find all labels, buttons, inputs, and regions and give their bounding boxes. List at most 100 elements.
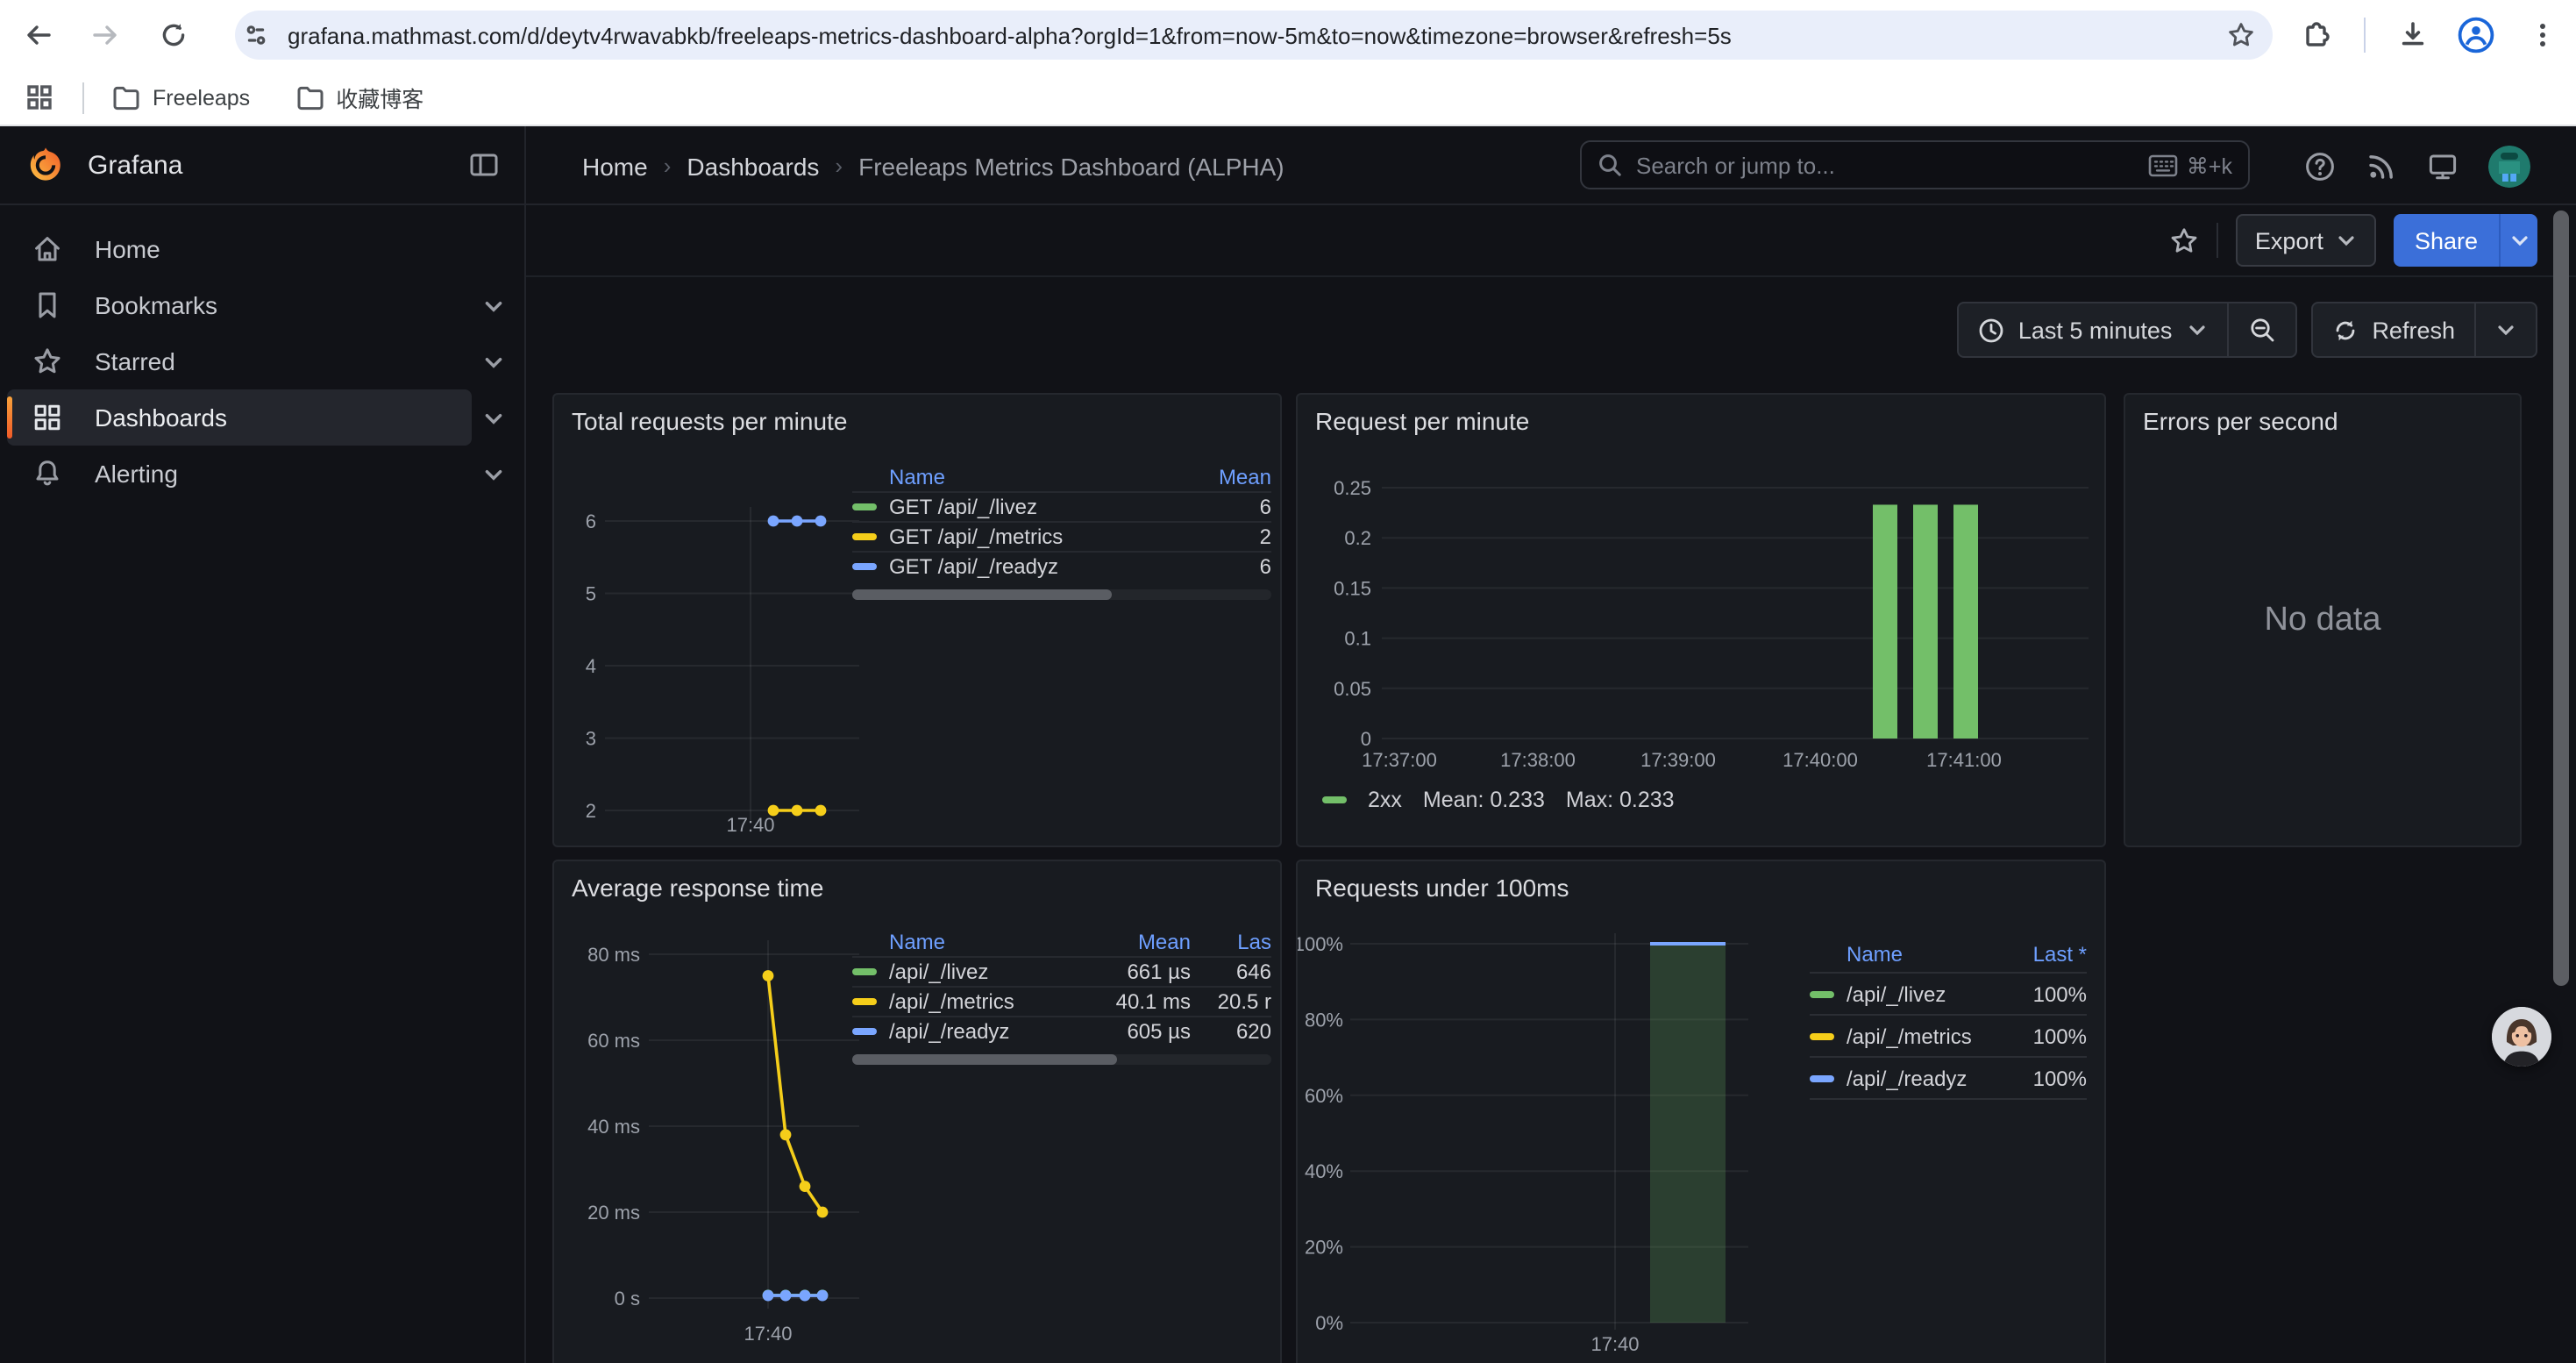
expand-chevron-icon[interactable] (472, 453, 514, 495)
kiosk-monitor-icon[interactable] (2427, 150, 2459, 182)
bookmarks-bar: Freeleaps 收藏博客 (0, 70, 2576, 126)
legend-header[interactable]: Name Mean (852, 463, 1271, 491)
legend-column-mean[interactable]: Mean (1137, 930, 1191, 954)
expand-chevron-icon[interactable] (472, 340, 514, 382)
series-value: 6 (1259, 554, 1271, 579)
request-per-minute-chart[interactable]: 0.25 0.2 0.15 0.1 0.05 0 17:37:00 17:38:00 17:39… (1298, 440, 2104, 791)
browser-menu-icon[interactable] (2527, 19, 2558, 51)
browser-profile-avatar[interactable] (2457, 16, 2495, 54)
legend-row[interactable]: /api/_/metrics 100% (1810, 1014, 2087, 1056)
extensions-icon[interactable] (2301, 19, 2332, 51)
series-value: 100% (2032, 981, 2087, 1006)
user-avatar[interactable] (2488, 145, 2530, 187)
news-rss-icon[interactable] (2366, 150, 2397, 182)
collapse-sidebar-icon[interactable] (468, 149, 500, 181)
sidebar-link-dashboards[interactable]: Dashboards (7, 389, 472, 446)
share-dropdown-button[interactable] (2499, 214, 2537, 267)
series-value: 661 µs (1127, 960, 1191, 984)
export-button[interactable]: Export (2235, 214, 2376, 267)
legend-header[interactable]: Name Last * (1810, 937, 2087, 972)
refresh-interval-dropdown[interactable] (2476, 303, 2536, 356)
page-scrollbar[interactable] (2553, 211, 2569, 986)
panel-errors-per-second: Errors per second No data (2124, 393, 2522, 847)
share-button-label[interactable]: Share (2393, 214, 2499, 267)
series-swatch (852, 503, 877, 510)
time-range-picker[interactable]: Last 5 minutes (1959, 303, 2227, 356)
breadcrumb-item[interactable]: Dashboards (687, 152, 820, 180)
favorite-star-icon[interactable] (2169, 225, 2199, 255)
legend-row[interactable]: /api/_/livez 100% (1810, 972, 2087, 1014)
svg-text:40 ms: 40 ms (587, 1116, 640, 1138)
grafana-logo[interactable] (25, 144, 67, 186)
svg-text:17:41:00: 17:41:00 (1926, 749, 2002, 771)
forward-icon[interactable] (89, 19, 121, 51)
refresh-icon (2336, 319, 2354, 340)
legend-row[interactable]: /api/_/metrics 40.1 ms 20.5 r (852, 986, 1271, 1016)
requests-under-100ms-chart[interactable]: 100% 80% 60% 40% 20% 0% 17:40 (1298, 907, 1806, 1363)
url-text[interactable]: grafana.mathmast.com/d/deytv4rwavabkb/fr… (288, 22, 1732, 48)
legend-column-mean[interactable]: Mean (1218, 465, 1271, 489)
bookmark-item[interactable]: Freeleaps (112, 85, 250, 110)
breadcrumb-item: Freeleaps Metrics Dashboard (ALPHA) (858, 152, 1284, 180)
panel-title[interactable]: Request per minute (1315, 407, 1530, 435)
site-settings-icon[interactable] (242, 21, 270, 49)
sidebar-link-home[interactable]: Home (7, 221, 514, 277)
series-label: /api/_/livez (1847, 981, 1946, 1006)
bookmark-item[interactable]: 收藏博客 (295, 81, 423, 114)
legend-header[interactable]: Name Mean Las (852, 928, 1271, 956)
legend-scrollbar[interactable] (852, 589, 1271, 600)
breadcrumb: Home › Dashboards › Freeleaps Metrics Dashbo… (582, 126, 1284, 205)
assistant-avatar[interactable] (2492, 1007, 2551, 1067)
series-value: 20.5 r (1217, 989, 1271, 1014)
refresh-button[interactable]: Refresh (2312, 303, 2474, 356)
legend-scrollbar[interactable] (852, 1054, 1271, 1065)
legend-column-name[interactable]: Name (889, 930, 946, 954)
refresh-label: Refresh (2372, 317, 2455, 343)
help-icon[interactable] (2304, 150, 2336, 182)
bookmark-star-icon[interactable] (2227, 21, 2255, 49)
apps-grid-icon[interactable] (25, 82, 54, 112)
zoom-out-button[interactable] (2228, 303, 2295, 356)
app-topbar: Home › Dashboards › Freeleaps Metrics Dashbo… (526, 126, 2576, 205)
legend-column-last[interactable]: Last * (2032, 942, 2087, 967)
total-requests-chart[interactable]: 6 5 4 3 2 17:40 (561, 440, 919, 840)
panel-title[interactable]: Errors per second (2143, 407, 2338, 435)
series-label: /api/_/metrics (1847, 1024, 1972, 1048)
legend-row[interactable]: /api/_/readyz 100% (1810, 1056, 2087, 1098)
request-per-minute-legend[interactable]: 2xx Mean: 0.233 Max: 0.233 (1322, 788, 1675, 812)
download-icon[interactable] (2397, 19, 2429, 51)
average-response-time-chart[interactable]: 80 ms 60 ms 40 ms 20 ms 0 s 17:40 (561, 907, 919, 1349)
breadcrumb-item[interactable]: Home (582, 152, 648, 180)
legend-row[interactable]: GET /api/_/readyz 6 (852, 551, 1271, 581)
chevron-down-icon (2498, 325, 2514, 336)
series-value: 620 (1235, 1019, 1271, 1044)
legend-row[interactable]: /api/_/readyz 605 µs 620 (852, 1016, 1271, 1045)
brand-title[interactable]: Grafana (88, 150, 183, 180)
expand-chevron-icon[interactable] (472, 396, 514, 439)
panel-title[interactable]: Average response time (572, 874, 824, 902)
expand-chevron-icon[interactable] (472, 284, 514, 326)
legend-column-name[interactable]: Name (1847, 942, 1904, 967)
back-icon[interactable] (23, 19, 54, 51)
series-label: /api/_/metrics (889, 989, 1014, 1014)
legend-row[interactable]: /api/_/livez 661 µs 646 (852, 956, 1271, 986)
sidebar-link-starred[interactable]: Starred (7, 333, 472, 389)
svg-text:5: 5 (586, 583, 596, 605)
sidebar-link-alerting[interactable]: Alerting (7, 446, 472, 502)
svg-text:0 s: 0 s (615, 1288, 640, 1309)
sidebar-header: Grafana (0, 126, 524, 205)
share-button[interactable]: Share (2393, 214, 2537, 267)
panel-title[interactable]: Requests under 100ms (1315, 874, 1569, 902)
legend-scrollbar-thumb[interactable] (852, 589, 1113, 600)
legend-column-las[interactable]: Las (1237, 930, 1271, 954)
url-bar[interactable]: grafana.mathmast.com/d/deytv4rwavabkb/fr… (235, 11, 2273, 60)
legend-row[interactable]: GET /api/_/metrics 2 (852, 521, 1271, 551)
legend-column-name[interactable]: Name (889, 465, 946, 489)
legend-scrollbar-thumb[interactable] (852, 1054, 1117, 1065)
reload-icon[interactable] (158, 19, 189, 51)
bell-icon (36, 460, 59, 486)
search-input[interactable]: Search or jump to... ⌘+k (1580, 140, 2250, 189)
legend-row[interactable]: GET /api/_/livez 6 (852, 491, 1271, 521)
panel-title[interactable]: Total requests per minute (572, 407, 848, 435)
sidebar-link-bookmarks[interactable]: Bookmarks (7, 277, 472, 333)
